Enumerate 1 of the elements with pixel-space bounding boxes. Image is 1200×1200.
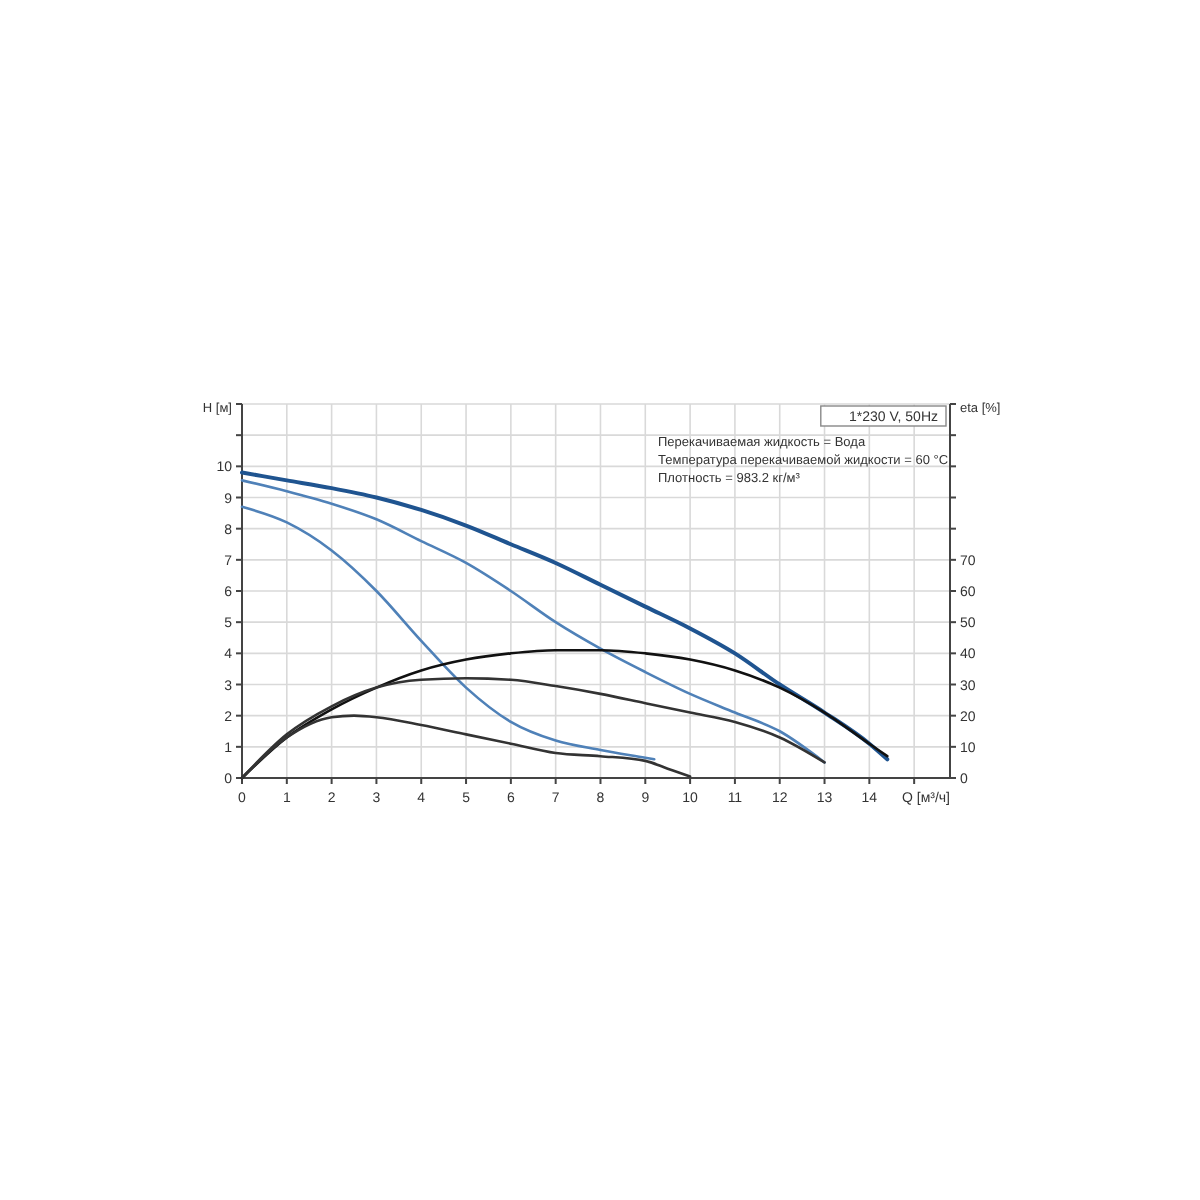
line-series: [240, 505, 656, 761]
